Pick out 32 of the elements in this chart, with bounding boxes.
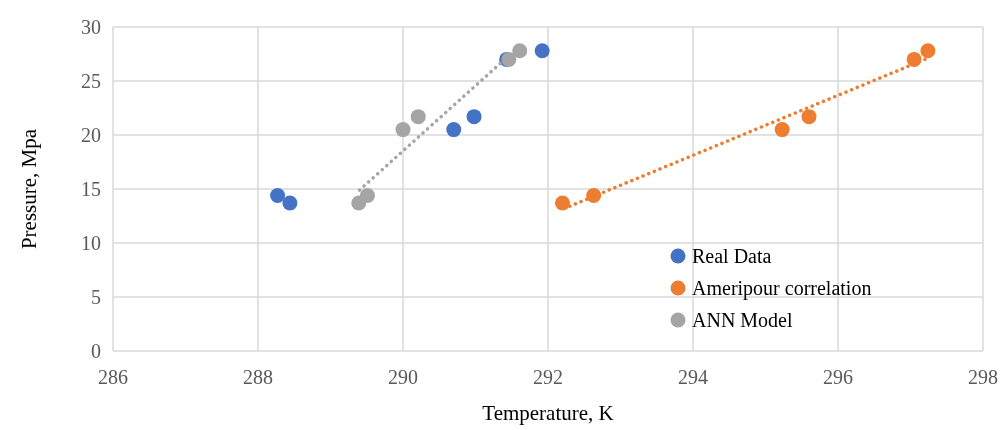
y-tick-label: 0 (91, 340, 101, 362)
point (466, 109, 482, 125)
y-tick-label: 10 (81, 232, 101, 254)
y-tick-label: 25 (81, 70, 101, 92)
x-tick-label: 286 (98, 366, 128, 388)
point (410, 109, 426, 125)
legend-label: ANN Model (692, 309, 793, 331)
point (555, 195, 570, 211)
point (512, 43, 528, 59)
point (774, 122, 790, 138)
x-tick-label: 292 (533, 366, 563, 388)
point (534, 43, 550, 59)
y-tick-label: 20 (81, 124, 101, 146)
x-axis-title: Temperature, K (482, 401, 614, 425)
x-tick-label: 288 (243, 366, 273, 388)
point (359, 187, 375, 203)
y-axis-title: Pressure, Mpa (17, 128, 41, 250)
x-tick-label: 290 (388, 366, 418, 388)
x-tick-label: 296 (823, 366, 853, 388)
point (801, 109, 817, 125)
point (270, 187, 286, 203)
y-tick-label: 30 (81, 16, 101, 38)
point (395, 122, 411, 138)
point (920, 43, 936, 59)
x-tick-label: 294 (678, 366, 708, 388)
legend-label: Ameripour correlation (692, 277, 872, 300)
x-tick-label: 298 (968, 366, 998, 388)
point (282, 195, 298, 211)
legend-label: Real Data (692, 245, 772, 267)
y-tick-label: 5 (91, 286, 101, 308)
y-tick-label: 15 (81, 178, 101, 200)
point (446, 122, 462, 138)
